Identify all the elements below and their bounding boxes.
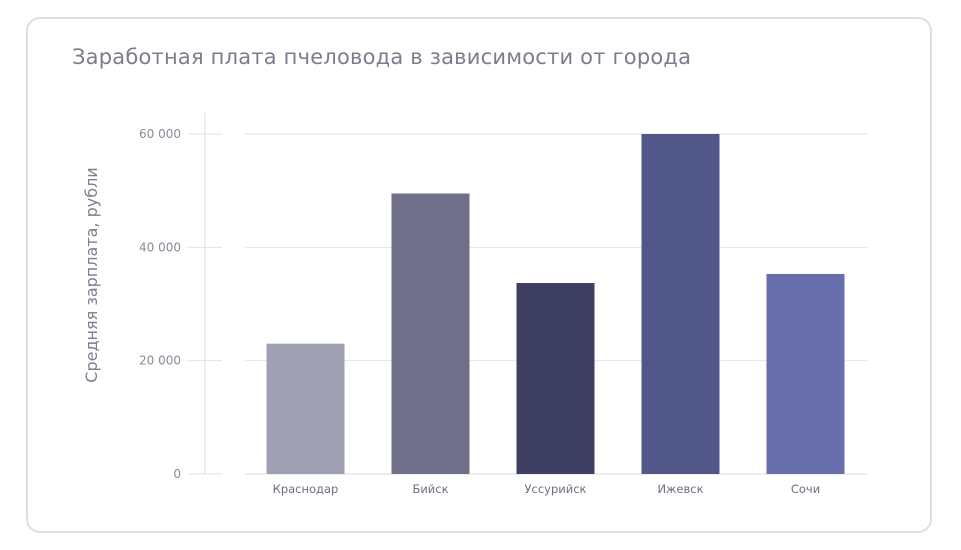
y-tick-label: 60 000 bbox=[139, 127, 181, 141]
bar-1 bbox=[266, 343, 345, 474]
x-tick-label: Ижевск bbox=[657, 482, 703, 496]
y-tick-label: 20 000 bbox=[139, 354, 181, 368]
y-axis-label: Средняя зарплата, рубли bbox=[82, 167, 101, 382]
chart-title: Заработная плата пчеловода в зависимости… bbox=[72, 45, 692, 69]
bar-5 bbox=[766, 273, 845, 474]
x-tick-label: Сочи bbox=[791, 482, 820, 496]
y-tick-label: 40 000 bbox=[139, 240, 181, 254]
x-tick-label: Краснодар bbox=[273, 482, 339, 496]
bar-2 bbox=[391, 193, 470, 474]
bar-4 bbox=[641, 134, 720, 474]
y-tick-label: 0 bbox=[173, 467, 181, 481]
bar-3 bbox=[516, 283, 595, 474]
x-tick-label: Уссурийск bbox=[525, 482, 587, 496]
x-tick-label: Бийск bbox=[412, 482, 448, 496]
